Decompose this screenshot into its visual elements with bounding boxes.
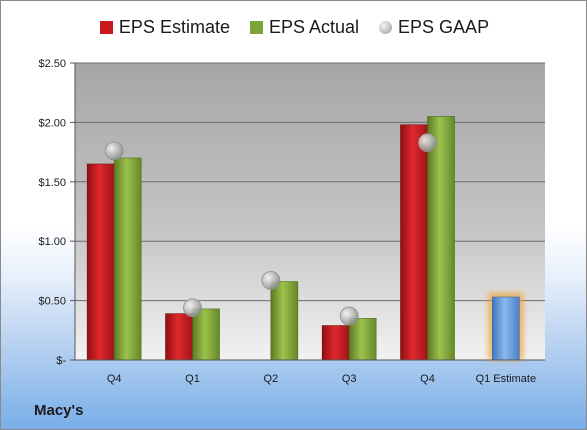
y-tick-label: $0.50 — [38, 296, 66, 308]
legend-label-eps-actual: EPS Actual — [268, 17, 360, 37]
bar-eps-estimate — [321, 325, 350, 361]
bar-eps-actual — [427, 116, 455, 361]
y-tick-label: $- — [56, 355, 66, 367]
legend-swatch-eps-gaap — [379, 21, 393, 34]
company-label: Macy's — [34, 402, 84, 419]
legend-swatch-eps-estimate — [99, 21, 113, 34]
bar-eps-estimate — [165, 313, 193, 361]
y-tick-label: $2.00 — [38, 117, 66, 129]
legend-swatch-eps-actual — [249, 21, 263, 34]
marker-eps-gaap — [418, 133, 437, 152]
y-tick-label: $2.50 — [38, 58, 66, 70]
bar-eps-actual — [192, 308, 220, 361]
legend-label-eps-gaap: EPS GAAP — [398, 17, 490, 37]
marker-eps-gaap — [183, 298, 202, 318]
x-tick-label: Q1 — [185, 373, 200, 385]
x-tick-label: Q3 — [342, 373, 357, 385]
marker-eps-gaap — [261, 271, 281, 290]
y-tick-label: $1.00 — [38, 236, 66, 248]
x-tick-label: Q4 — [420, 373, 435, 385]
legend: EPS Estimate EPS Actual EPS GAAP — [1, 17, 586, 38]
bar-eps-actual — [348, 318, 377, 361]
bar-eps-estimate — [86, 163, 115, 361]
x-tick-label: Q4 — [107, 373, 122, 385]
y-tick-label: $1.50 — [38, 177, 66, 189]
bar-eps-actual — [270, 281, 299, 361]
marker-eps-gaap — [339, 306, 359, 326]
bar-eps-forecast — [492, 296, 520, 361]
x-tick-label: Q2 — [263, 373, 278, 385]
bar-eps-actual — [113, 157, 142, 361]
legend-item-eps-gaap: EPS GAAP — [379, 17, 489, 38]
x-tick-label: Q1 Estimate — [476, 373, 537, 385]
legend-item-eps-actual: EPS Actual — [249, 17, 360, 38]
legend-item-eps-estimate: EPS Estimate — [99, 17, 230, 38]
legend-label-eps-estimate: EPS Estimate — [118, 17, 230, 37]
plot-background — [75, 63, 545, 360]
marker-eps-gaap — [104, 141, 124, 161]
bar-eps-estimate — [400, 124, 428, 361]
